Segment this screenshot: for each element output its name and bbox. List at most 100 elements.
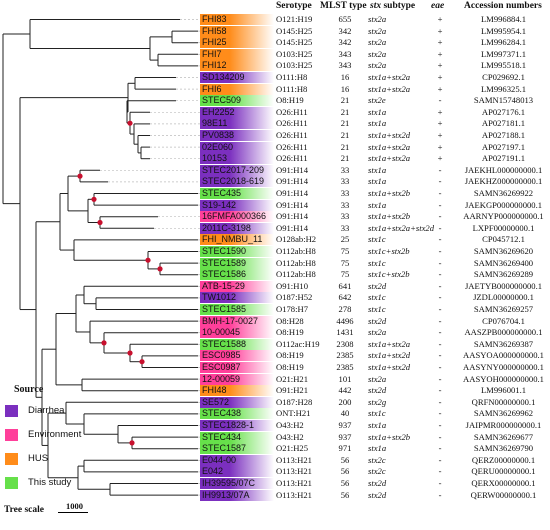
cell-stx: stx1c+stx2b <box>368 269 410 280</box>
cell-stx: stx2a <box>368 25 387 36</box>
cell-stx: stx1c+stx2b <box>368 246 410 256</box>
cell-serotype: O111:H8 <box>276 72 308 82</box>
legend-item-hus: HUS <box>3 452 93 466</box>
strain-name: PV0838 <box>202 130 235 140</box>
cell-stx: stx1a <box>368 106 387 117</box>
cell-eae: - <box>438 408 442 419</box>
cell-serotype: O8:H19 <box>276 327 304 338</box>
cell-stx: stx2c <box>368 454 386 465</box>
legend-item-this_study: This study <box>3 476 93 490</box>
cell-serotype: O43:H2 <box>276 431 304 442</box>
cell-serotype: O91:H14 <box>276 164 308 175</box>
strain-name: ESC0987 <box>202 362 241 372</box>
cell-eae: - <box>438 257 442 268</box>
strain-label: FHI25 <box>200 37 274 49</box>
cell-accession: QRFN00000000.1 <box>471 396 536 407</box>
legend-item-diarrhea: Diarrhea <box>3 404 93 418</box>
cell-eae: - <box>438 431 442 442</box>
cell-accession: JAEKHZ000000000.1 <box>464 176 543 187</box>
cell-accession: LXPF00000000.1 <box>472 222 535 233</box>
cell-stx: stx1a <box>368 118 387 129</box>
header-accession: Accession numbers <box>464 1 542 11</box>
cell-stx: stx2a <box>368 60 387 71</box>
cell-stx: stx1a <box>368 164 387 175</box>
table-row: 10-00045 O8:H19 1431 stx2a - AASZPB000000000.… <box>0 327 550 339</box>
table-row: IH39595/07C O113:H21 56 stx2d - QERX00000000.… <box>0 478 550 489</box>
cell-stx: stx2a <box>368 373 387 384</box>
cell-eae: + <box>437 48 443 59</box>
cell-serotype: O91:H14 <box>276 222 308 233</box>
cell-mlst: 56 <box>340 489 350 500</box>
strain-label: 10153 <box>200 153 274 165</box>
cell-mlst: 75 <box>340 246 350 256</box>
cell-stx: stx2a <box>368 37 387 48</box>
cell-eae: + <box>437 72 443 82</box>
table-row: STEC1587 O21:H25 971 stx1a - SAMN36269790 <box>0 443 550 455</box>
cell-accession: SAMN15748013 <box>473 95 534 106</box>
strain-label: ESC0987 <box>200 362 274 373</box>
cell-serotype: O187:H28 <box>276 396 313 407</box>
strain-name: 10153 <box>202 153 228 164</box>
table-row: TW1012 O187:H52 642 stx1c - JZDL00000000.1 <box>0 292 550 304</box>
strain-name: STEC434 <box>202 431 242 442</box>
strain-name: 12-00059 <box>202 373 241 384</box>
strain-label: 98E11 <box>200 118 274 130</box>
strain-name: FHI12 <box>202 60 227 71</box>
cell-mlst: 2385 <box>336 350 354 361</box>
strain-name: ESC0985 <box>202 350 241 361</box>
cell-eae: - <box>438 478 442 488</box>
cell-accession: AASYOH000000000.1 <box>463 373 544 384</box>
cell-accession: LM996284.1 <box>480 37 527 48</box>
cell-serotype: O187:H52 <box>276 292 313 303</box>
cell-eae: - <box>438 304 442 314</box>
cell-eae: + <box>437 153 443 164</box>
tree-scale: Tree scale 1000 <box>4 501 124 521</box>
strain-name: BMH-17-0027 <box>202 315 259 326</box>
cell-mlst: 33 <box>340 164 350 175</box>
cell-accession: QERZ00000000.1 <box>471 454 536 465</box>
strain-label: EH2252 <box>200 106 274 118</box>
cell-accession: SAMN36269289 <box>473 269 534 280</box>
cell-accession: CP029692.1 <box>482 72 525 82</box>
legend-label: Environment <box>28 429 82 440</box>
cell-accession: SAMN36269400 <box>473 257 534 268</box>
cell-stx: stx1a+stx2d <box>368 130 411 140</box>
table-row: EH2252 O26:H11 21 stx1a + AP027176.1 <box>0 106 550 118</box>
strain-label: FHI58 <box>200 25 274 37</box>
cell-serotype: O103:H25 <box>276 60 313 71</box>
cell-stx: stx2g <box>368 396 387 407</box>
cell-serotype: O113:H21 <box>276 454 312 465</box>
cell-stx: stx1a+stx2b <box>368 211 411 222</box>
strain-label: ATB-15-29 <box>200 280 274 292</box>
cell-accession: LM996884.1 <box>480 14 527 24</box>
cell-eae: + <box>437 106 443 117</box>
strain-name: STEC1587 <box>202 443 247 454</box>
strain-name: S19-142 <box>202 199 237 210</box>
table-row: STEC1589 O112ab:H8 75 stx1c - SAMN36269400 <box>0 257 550 269</box>
strain-label: BMH-17-0027 <box>200 315 274 327</box>
strain-label: 16FMFA000366 <box>200 211 274 223</box>
cell-eae: - <box>438 327 442 338</box>
strain-label: ESC0985 <box>200 350 274 362</box>
cell-eae: + <box>437 83 443 94</box>
table-row: STEC1590 O112ab:H8 75 stx1c+stx2b - SAMN36269… <box>0 246 550 257</box>
cell-eae: - <box>438 176 442 187</box>
cell-eae: - <box>438 466 442 477</box>
cell-stx: stx2d <box>368 280 387 291</box>
cell-eae: + <box>437 118 443 129</box>
cell-accession: AP027181.1 <box>481 118 526 129</box>
strain-name: ATB-15-29 <box>202 280 245 291</box>
legend-swatch <box>5 429 18 441</box>
cell-serotype: O145:H25 <box>276 25 313 36</box>
cell-stx: stx1a <box>368 199 387 210</box>
cell-serotype: O91:H10 <box>276 280 308 291</box>
cell-eae: + <box>437 141 443 152</box>
cell-stx: stx1c <box>368 292 386 303</box>
cell-accession: CP076704.1 <box>482 315 525 326</box>
table-row: 12-00059 O21:H21 101 stx2a - AASYOH000000000.… <box>0 373 550 385</box>
cell-mlst: 971 <box>338 443 352 454</box>
cell-serotype: O26:H11 <box>276 153 308 164</box>
cell-accession: JAIPMR000000000.1 <box>465 420 542 430</box>
cell-eae: - <box>438 362 442 372</box>
cell-stx: stx2a <box>368 327 387 338</box>
